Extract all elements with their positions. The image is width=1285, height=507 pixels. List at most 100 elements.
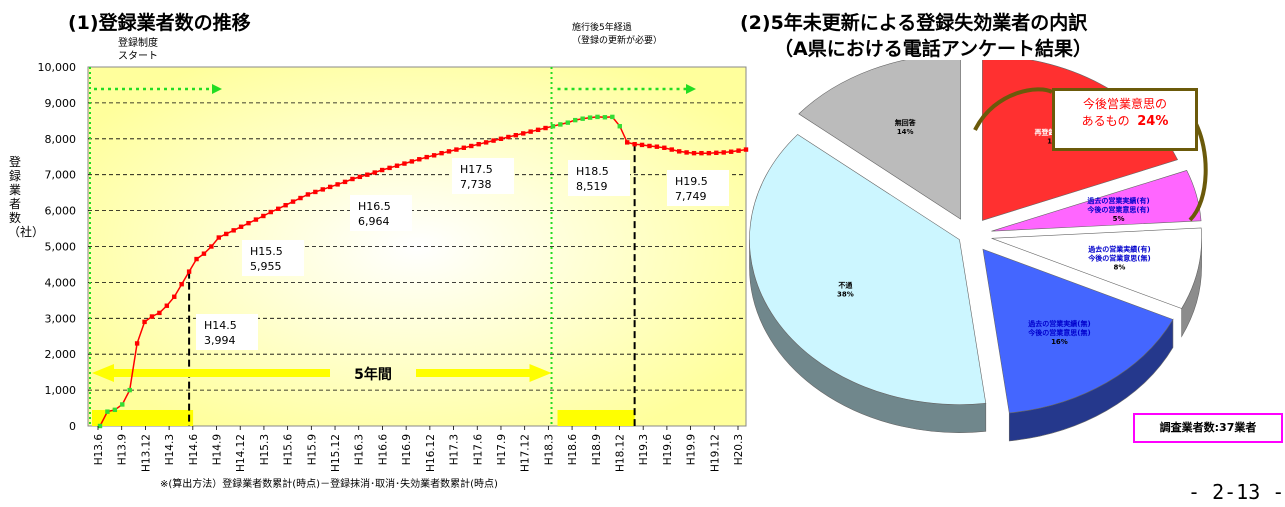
annotation-value: 3,994: [204, 334, 236, 347]
data-point: [728, 149, 734, 154]
data-point: [417, 157, 422, 162]
data-point: [246, 220, 251, 226]
pie-label: 38%: [837, 290, 854, 298]
data-point: [127, 387, 132, 393]
callout-box: 今後営業意思の あるもの 24%: [1052, 88, 1198, 151]
data-point: [105, 409, 110, 414]
x-tick-label: H14.12: [235, 434, 247, 472]
callout-pct: 24%: [1137, 114, 1169, 129]
callout-line2: あるもの 24%: [1081, 114, 1169, 129]
data-point: [676, 149, 682, 154]
data-point: [194, 256, 199, 262]
data-point: [691, 150, 697, 156]
x-tick-label: H18.9: [591, 434, 603, 465]
data-point: [624, 140, 630, 145]
data-point: [617, 124, 622, 129]
y-tick-label: 7,000: [45, 169, 77, 182]
data-point: [595, 114, 600, 120]
x-tick-label: H15.12: [330, 434, 342, 472]
period-label: 5年間: [354, 366, 392, 383]
renewal-note: 施行後5年経過 （登録の更新が必要）: [572, 23, 663, 46]
x-tick-label: H14.6: [188, 434, 200, 466]
pie-slice: [749, 134, 987, 405]
pie-label: 今後の営業意思(無): [1087, 253, 1150, 262]
data-point: [431, 153, 437, 158]
data-point: [543, 125, 548, 131]
x-tick-label: H17.6: [472, 434, 484, 466]
annotation-box: [196, 314, 258, 350]
y-tick-label: 5,000: [45, 241, 77, 254]
data-point: [379, 167, 385, 173]
data-point: [439, 150, 444, 156]
data-point: [305, 192, 311, 197]
pie-slice: [991, 170, 1202, 232]
data-point: [179, 281, 184, 287]
data-point: [535, 127, 541, 133]
data-point: [283, 203, 288, 208]
period-arrow-left: [92, 364, 330, 382]
annotation-box: [667, 170, 729, 206]
x-tick-label: H16.12: [425, 434, 437, 472]
green-arrowhead: [212, 84, 222, 94]
data-point: [714, 150, 719, 156]
data-point: [134, 341, 140, 346]
data-point: [550, 124, 556, 129]
y-tick-label: 3,000: [45, 312, 77, 325]
data-point: [224, 231, 229, 237]
x-tick-label: H14.9: [212, 434, 224, 465]
y-tick-label: 6,000: [45, 205, 77, 218]
page-number: - 2-13 -: [1188, 480, 1285, 504]
data-point: [632, 141, 637, 147]
x-tick-label: H18.12: [614, 434, 626, 472]
data-point: [313, 189, 318, 195]
data-point: [253, 217, 259, 222]
pie-label: 今後の営業意思(無): [1027, 328, 1090, 337]
annotation-label: H19.5: [675, 175, 708, 188]
x-tick-label: H13.12: [140, 434, 152, 472]
data-point: [387, 165, 392, 171]
yellow-period-bar: [557, 410, 635, 426]
pie-label: 5%: [1113, 215, 1125, 223]
data-point: [97, 423, 103, 429]
data-point: [365, 172, 370, 177]
pie-slice: [798, 60, 961, 220]
annotation-value: 6,964: [358, 215, 390, 228]
data-point: [350, 176, 355, 182]
data-point: [357, 174, 363, 180]
annotation-value: 7,738: [460, 178, 492, 191]
data-point: [238, 224, 244, 229]
data-point: [521, 131, 526, 136]
data-point: [684, 150, 689, 155]
data-point: [743, 147, 749, 152]
annotation-box: [568, 160, 630, 196]
annotation-value: 7,749: [675, 190, 707, 203]
data-point: [721, 150, 726, 155]
data-point: [736, 148, 741, 153]
data-point: [172, 294, 177, 299]
x-tick-label: H18.6: [567, 434, 579, 466]
x-tick-label: H19.3: [638, 434, 650, 465]
data-point: [587, 115, 593, 120]
x-tick-label: H19.12: [709, 434, 721, 472]
x-tick-label: H13.6: [93, 434, 105, 466]
x-tick-label: H19.6: [662, 434, 674, 466]
start-note: 登録制度 スタート: [118, 38, 158, 62]
data-point: [327, 184, 333, 190]
series-line: [99, 116, 747, 427]
x-tick-label: H16.3: [354, 434, 366, 465]
y-tick-label: 10,000: [38, 61, 77, 74]
data-point: [446, 149, 452, 154]
x-tick-label: H20.3: [733, 434, 745, 465]
data-point: [469, 143, 474, 149]
data-point: [276, 206, 281, 212]
data-point: [120, 402, 125, 407]
x-tick-label: H19.9: [686, 434, 698, 465]
data-point: [528, 129, 533, 134]
data-point: [157, 310, 162, 316]
pie-label: 不通: [838, 280, 853, 289]
data-point: [231, 228, 236, 233]
pie-slice: [982, 248, 1174, 414]
data-point: [506, 134, 511, 140]
x-tick-label: H15.9: [306, 434, 318, 465]
annotation-label: H17.5: [460, 163, 493, 176]
